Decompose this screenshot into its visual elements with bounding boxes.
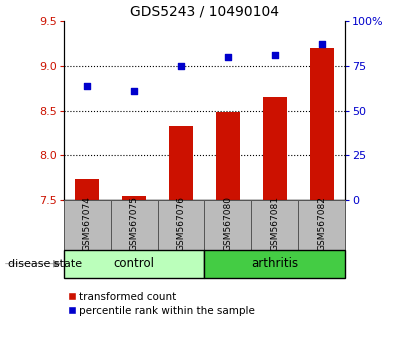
Text: GSM567081: GSM567081 <box>270 196 279 251</box>
Point <box>84 83 90 88</box>
Bar <box>205 200 252 250</box>
Bar <box>76 179 99 200</box>
Title: GDS5243 / 10490104: GDS5243 / 10490104 <box>130 5 279 19</box>
Text: GSM567074: GSM567074 <box>83 196 92 251</box>
Point <box>178 63 184 69</box>
Point <box>272 52 278 58</box>
Text: GSM567075: GSM567075 <box>129 196 139 251</box>
Bar <box>205 250 345 278</box>
Bar <box>216 113 240 200</box>
Point <box>225 54 231 60</box>
Text: disease state: disease state <box>8 259 82 269</box>
Bar <box>263 97 286 200</box>
Bar <box>298 200 345 250</box>
Text: control: control <box>113 257 155 270</box>
Text: GSM567082: GSM567082 <box>317 196 326 251</box>
Text: GSM567080: GSM567080 <box>224 196 233 251</box>
Bar <box>169 126 193 200</box>
Legend: transformed count, percentile rank within the sample: transformed count, percentile rank withi… <box>69 292 255 316</box>
Bar <box>122 195 146 200</box>
Bar <box>252 200 298 250</box>
Text: GSM567076: GSM567076 <box>176 196 185 251</box>
Text: arthritis: arthritis <box>251 257 298 270</box>
Point <box>131 88 137 94</box>
Bar <box>111 200 157 250</box>
Point <box>319 41 325 46</box>
Bar <box>157 200 205 250</box>
Bar <box>64 250 205 278</box>
Bar <box>64 200 111 250</box>
Bar <box>310 48 333 200</box>
